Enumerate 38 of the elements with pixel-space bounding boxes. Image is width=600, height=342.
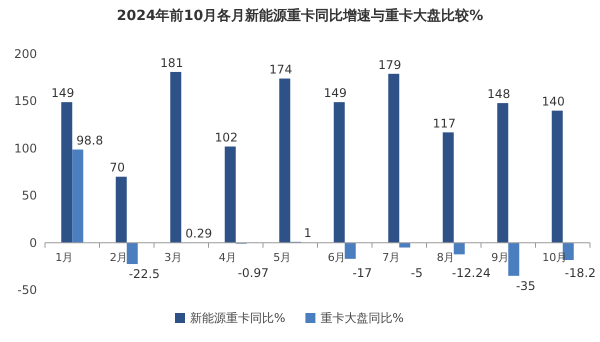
data-label: 117 bbox=[432, 116, 456, 130]
data-label: -12.24 bbox=[452, 266, 491, 280]
data-label: 149 bbox=[51, 86, 74, 100]
chart-title: 2024年前10月各月新能源重卡同比增速与重卡大盘比较% bbox=[116, 7, 484, 24]
data-label: 181 bbox=[160, 56, 184, 70]
x-tick-label: 2月 bbox=[110, 250, 128, 264]
data-label: -22.5 bbox=[128, 267, 160, 282]
data-label: 102 bbox=[214, 130, 238, 145]
y-tick-label: 200 bbox=[14, 47, 37, 61]
data-label: 0.29 bbox=[185, 226, 212, 241]
legend-label: 新能源重卡同比% bbox=[190, 311, 286, 325]
data-label: -17 bbox=[352, 266, 372, 280]
data-label: -35 bbox=[516, 278, 536, 293]
x-tick-label: 9月 bbox=[491, 250, 510, 264]
data-label: 1 bbox=[304, 226, 312, 240]
data-label: 70 bbox=[110, 160, 125, 175]
y-tick-label: -50 bbox=[17, 283, 37, 297]
data-label: 140 bbox=[542, 94, 565, 109]
data-label: -5 bbox=[410, 266, 423, 280]
y-tick-label: 0 bbox=[29, 236, 37, 250]
x-tick-label: 3月 bbox=[164, 250, 182, 264]
data-label: 148 bbox=[487, 87, 510, 102]
x-tick-label: 5月 bbox=[273, 250, 292, 264]
data-label: 98.8 bbox=[76, 134, 104, 148]
data-label: 149 bbox=[324, 86, 347, 100]
data-label: 174 bbox=[269, 62, 292, 77]
y-tick-label: 50 bbox=[22, 188, 37, 203]
legend-label: 重卡大盘同比% bbox=[320, 311, 404, 325]
data-label: -0.97 bbox=[238, 266, 269, 280]
x-tick-label: 7月 bbox=[382, 250, 400, 264]
data-label: 179 bbox=[378, 58, 402, 72]
x-tick-label: 8月 bbox=[436, 250, 455, 264]
y-tick-label: 150 bbox=[14, 94, 37, 108]
y-tick-label: 100 bbox=[14, 141, 37, 156]
x-tick-label: 1月 bbox=[55, 250, 74, 264]
x-tick-label: 6月 bbox=[328, 250, 346, 264]
data-label: -18.2 bbox=[564, 266, 596, 280]
x-tick-label: 4月 bbox=[218, 250, 237, 264]
